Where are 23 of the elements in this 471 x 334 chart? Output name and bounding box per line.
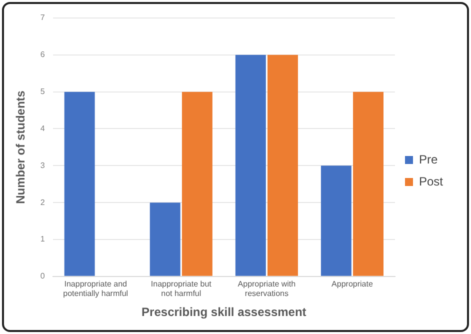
y-tick-label: 5 — [40, 87, 46, 96]
bar — [235, 54, 266, 276]
legend-label: Pre — [418, 152, 438, 166]
y-tick-label: 7 — [40, 13, 46, 22]
x-tick-label: Inappropriate and potentially harmful — [63, 279, 128, 298]
bar — [267, 54, 298, 276]
y-tick-label: 4 — [40, 124, 46, 133]
y-tick-label: 2 — [40, 198, 46, 207]
x-tick-label: Inappropriate but not harmful — [150, 279, 212, 298]
bar — [353, 92, 384, 276]
x-tick-label: Appropriate with reservations — [238, 279, 296, 298]
y-tick-label: 3 — [40, 160, 46, 170]
bar — [150, 202, 180, 276]
y-tick-label: 6 — [40, 50, 46, 60]
legend-label: Post — [418, 174, 444, 188]
y-axis-title: Number of students — [14, 90, 28, 204]
bar — [320, 166, 352, 276]
bar — [182, 92, 212, 276]
y-tick-label: 0 — [40, 272, 46, 281]
bar — [64, 92, 95, 276]
y-tick-label: 1 — [40, 234, 46, 244]
x-tick-label: Appropriate — [332, 279, 374, 288]
x-axis-title: Prescribing skill assessment — [142, 305, 306, 320]
